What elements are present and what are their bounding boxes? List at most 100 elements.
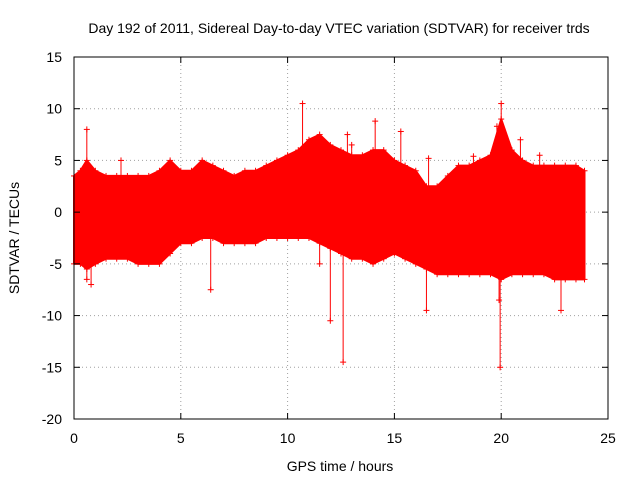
data-point — [508, 271, 515, 278]
data-point — [252, 240, 259, 247]
data-point — [572, 276, 579, 283]
data-point — [530, 162, 537, 169]
data-point — [519, 271, 526, 278]
data-point — [113, 172, 120, 179]
data-point — [402, 255, 409, 262]
data-spike — [207, 238, 214, 293]
data-point — [241, 240, 248, 247]
data-spike — [470, 153, 477, 164]
data-spike — [517, 136, 524, 159]
data-point — [466, 271, 473, 278]
data-point — [530, 271, 537, 278]
data-point — [327, 141, 334, 148]
data-point — [231, 172, 238, 179]
data-point — [284, 235, 291, 241]
data-point — [103, 172, 110, 179]
data-point — [220, 167, 227, 174]
data-point — [305, 235, 312, 241]
data-point — [241, 167, 248, 174]
data-point — [380, 255, 387, 262]
data-spike — [340, 254, 347, 366]
data-point — [252, 167, 259, 174]
y-axis-label: SDTVAR / TECUs — [6, 182, 22, 294]
data-point — [519, 157, 526, 164]
data-spike — [299, 100, 306, 146]
data-spike — [498, 100, 505, 120]
data-point — [348, 255, 355, 262]
data-point — [188, 240, 195, 247]
data-point — [199, 157, 206, 164]
data-point — [412, 260, 419, 267]
data-point — [434, 183, 441, 190]
data-point — [231, 240, 238, 247]
data-point — [124, 255, 131, 262]
data-point — [572, 162, 579, 169]
data-point — [508, 147, 515, 154]
data-point — [273, 235, 280, 241]
data-point — [209, 162, 216, 169]
x-tick-label: 15 — [387, 430, 403, 446]
data-spike — [117, 157, 124, 176]
data-point — [562, 276, 569, 283]
data-spike — [372, 118, 379, 151]
data-point — [551, 276, 558, 283]
data-point — [295, 147, 302, 154]
data-point — [434, 271, 441, 278]
data-point — [167, 250, 174, 257]
data-spike — [83, 269, 90, 283]
data-spike — [493, 123, 500, 134]
data-point — [284, 152, 291, 159]
data-point — [359, 255, 366, 262]
data-point — [540, 271, 547, 278]
data-spike — [536, 152, 543, 166]
data-point — [167, 157, 174, 164]
data-point — [263, 162, 270, 169]
data-point — [466, 162, 473, 169]
x-tick-label: 0 — [70, 430, 78, 446]
data-point — [444, 271, 451, 278]
y-tick-label: -20 — [42, 411, 62, 427]
data-spike — [316, 243, 323, 267]
data-spike — [348, 141, 355, 156]
data-series-sdtvar — [71, 100, 588, 371]
data-point — [487, 152, 494, 159]
data-point — [562, 162, 569, 169]
data-point — [581, 276, 588, 283]
data-spike — [83, 126, 90, 161]
data-point — [359, 152, 366, 159]
data-spike — [88, 266, 95, 288]
data-spike — [397, 128, 404, 164]
data-point — [455, 271, 462, 278]
y-tick-label: -15 — [42, 359, 62, 375]
data-point — [380, 147, 387, 154]
data-point — [124, 172, 131, 179]
data-point — [412, 167, 419, 174]
data-point — [540, 162, 547, 169]
data-spike — [496, 278, 503, 304]
data-point — [273, 157, 280, 164]
data-point — [581, 167, 588, 174]
data-point — [551, 162, 558, 169]
data-point — [391, 157, 398, 164]
data-point — [77, 167, 84, 174]
data-spike — [344, 131, 351, 154]
data-point — [487, 271, 494, 278]
x-tick-label: 5 — [177, 430, 185, 446]
data-point — [444, 172, 451, 179]
y-tick-label: -10 — [42, 308, 62, 324]
data-spike — [425, 155, 432, 187]
data-point — [156, 167, 163, 174]
data-point — [177, 240, 184, 247]
data-point — [305, 136, 312, 143]
x-axis-label: GPS time / hours — [287, 458, 394, 474]
data-point — [188, 167, 195, 174]
data-point — [476, 271, 483, 278]
y-tick-label: -5 — [50, 256, 63, 272]
plot-frame — [73, 56, 609, 420]
x-tick-label: 10 — [280, 430, 296, 446]
axis-ticks: 0 5 10 15 20 25 15 10 5 0 -5 -10 -15 -20 — [42, 49, 616, 446]
data-point — [338, 147, 344, 154]
x-tick-label: 25 — [600, 430, 616, 446]
data-point — [135, 172, 142, 179]
data-spike — [423, 269, 430, 314]
